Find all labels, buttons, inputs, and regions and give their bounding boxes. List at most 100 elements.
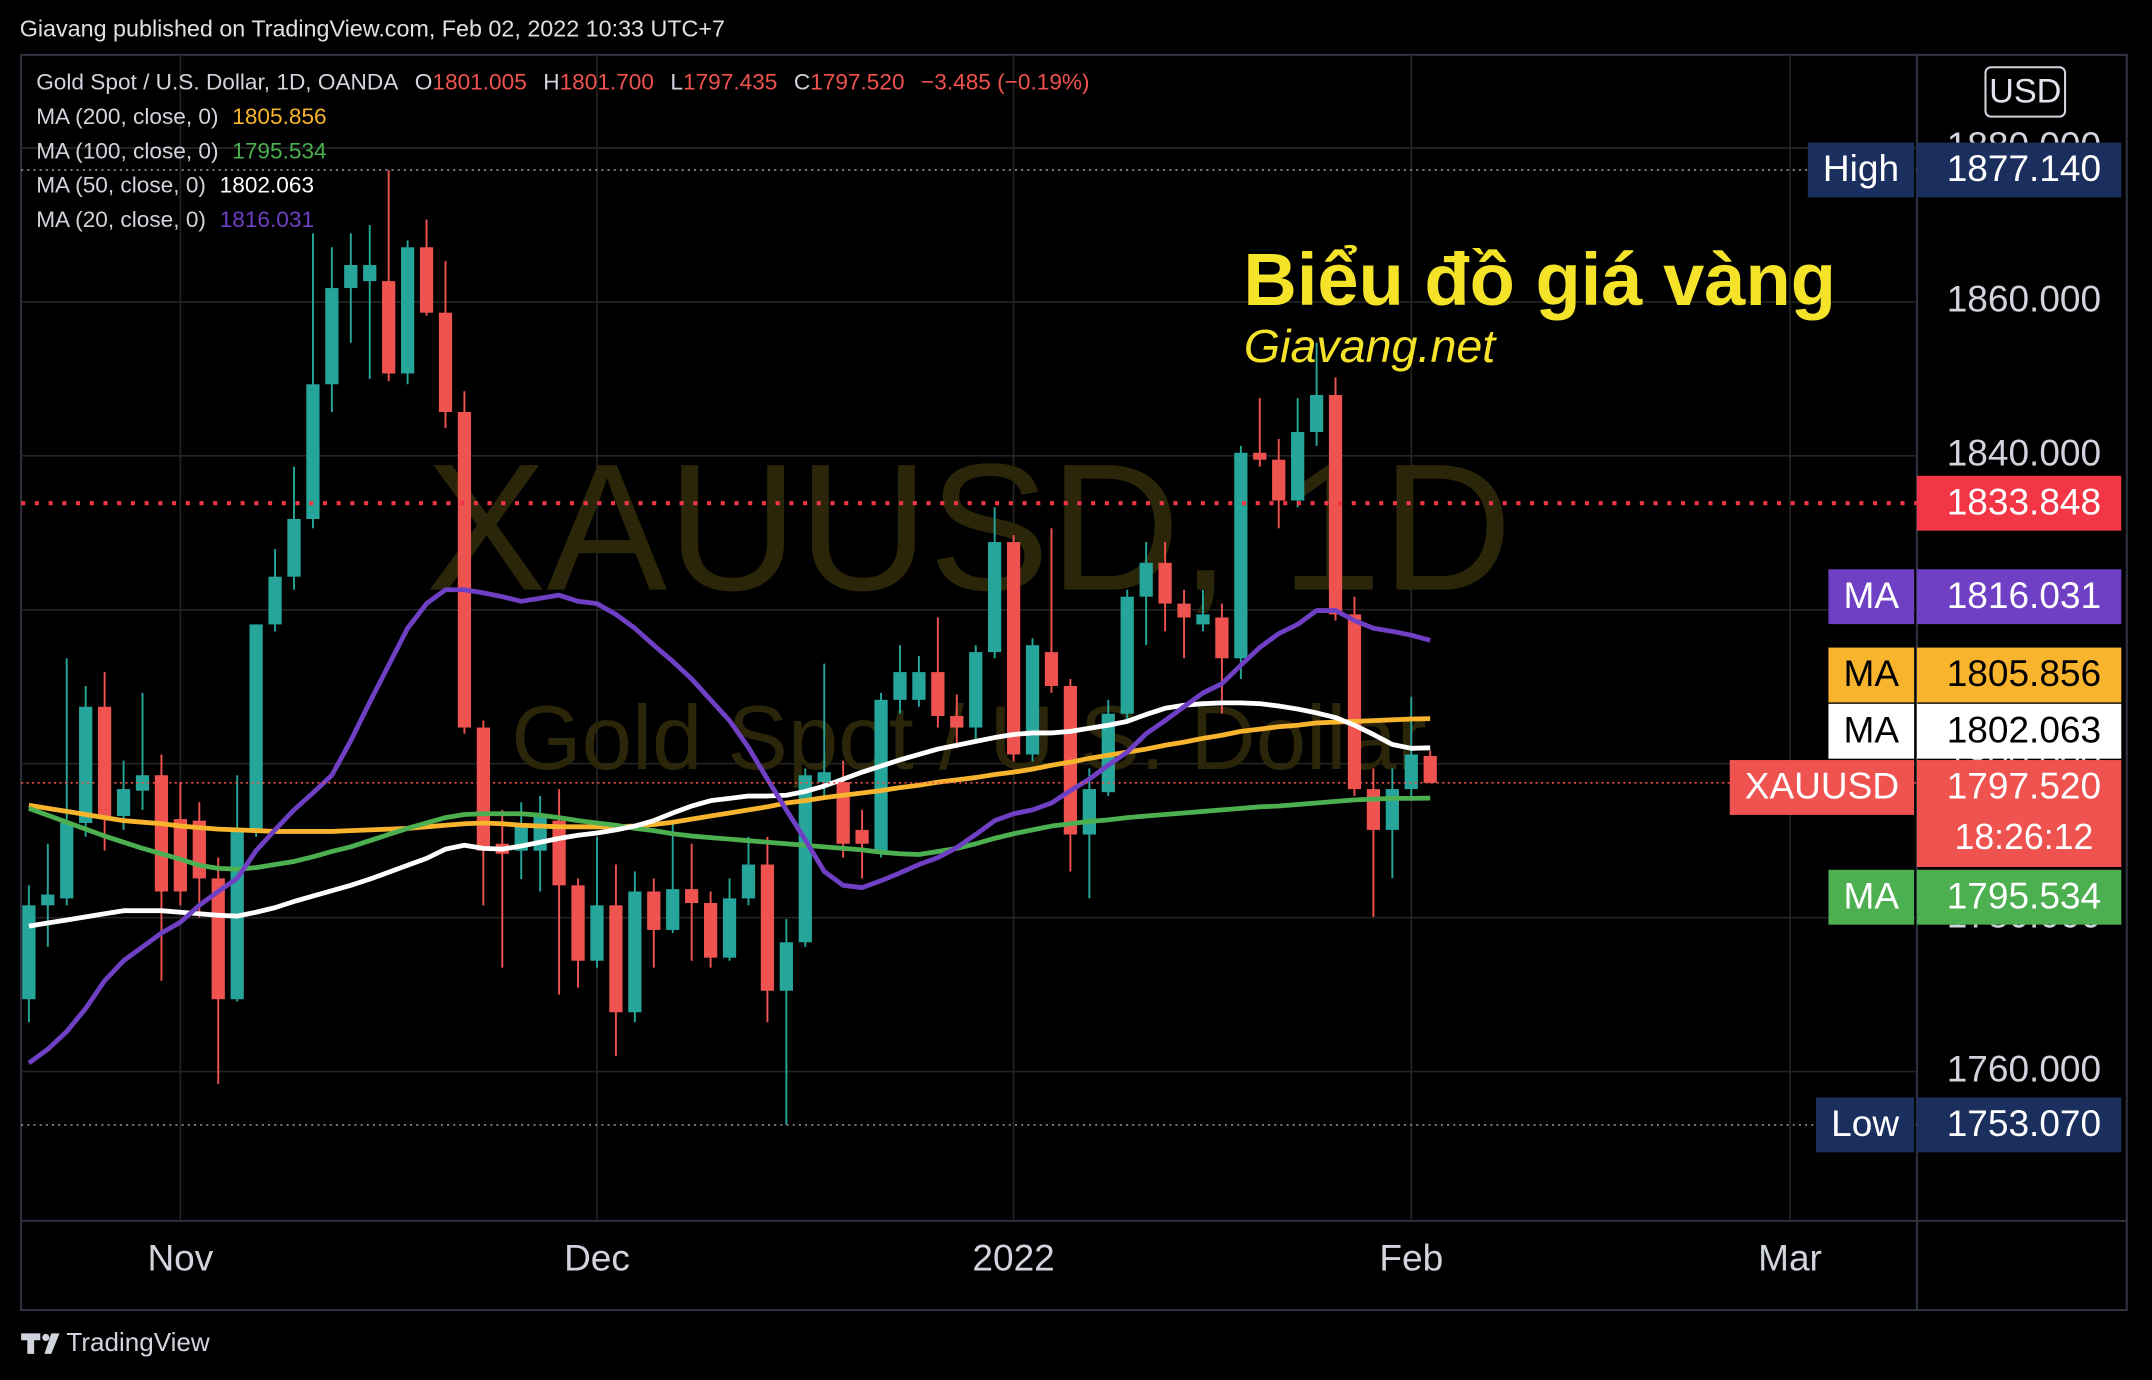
ma-name: MA (20, close, 0)	[36, 207, 206, 232]
candle-body	[685, 889, 699, 904]
ma-value: 1802.063	[220, 173, 314, 198]
ohlc-value: 1797.435	[683, 70, 777, 95]
candle-body	[552, 820, 566, 886]
overlay-subtitle: Giavang.net	[1244, 320, 1497, 372]
price-label-box	[1916, 869, 2122, 925]
candle-body	[1328, 395, 1343, 615]
price-label-tag	[1828, 569, 1915, 625]
x-tick-label: Feb	[1379, 1236, 1443, 1278]
currency-button-frame[interactable]	[1984, 66, 2067, 118]
candle-body	[609, 905, 623, 1013]
ma-value: 1816.031	[220, 207, 314, 232]
chart-frame	[20, 53, 2128, 1312]
candle-body	[249, 624, 263, 830]
price-label-tag	[1816, 1097, 1915, 1153]
watermark-symbol: XAUUSD, 1D	[426, 427, 1513, 629]
price-label-value: 1877.140	[1947, 147, 2101, 189]
x-tick-label: 2022	[972, 1236, 1054, 1278]
candle-body	[1044, 652, 1059, 686]
candle-body	[1423, 755, 1437, 783]
candle-body	[779, 942, 793, 991]
ohlc-value: 1797.520	[810, 70, 904, 95]
price-label-value: 1795.534	[1947, 874, 2101, 916]
candle-body	[22, 905, 36, 1000]
candle-body	[60, 822, 74, 899]
candle-body	[116, 789, 131, 817]
price-label-name: MA	[1844, 574, 1900, 616]
brand-logo: TradingView	[21, 1327, 210, 1357]
candle-body	[817, 772, 831, 783]
brand-name: TradingView	[66, 1327, 210, 1357]
candle-body	[855, 829, 869, 844]
price-label-box	[1916, 1097, 2122, 1153]
logo-dot	[42, 1333, 50, 1342]
candle-body	[1347, 614, 1362, 790]
candle-body	[893, 672, 907, 700]
candle-body	[344, 264, 358, 289]
price-label-box	[1916, 703, 2122, 759]
overlay-title: Biểu đồ giá vàng	[1243, 238, 1836, 321]
ma-name: MA (50, close, 0)	[36, 173, 206, 198]
candle-body	[97, 706, 112, 817]
candle-body	[154, 775, 169, 892]
price-label-box	[1916, 569, 2122, 625]
price-label-tag	[1807, 142, 1915, 198]
ohlc-legend: Gold Spot / U.S. Dollar, 1D, OANDA O1801.…	[36, 70, 1089, 95]
candle-body	[703, 903, 718, 958]
price-lines	[21, 169, 1917, 1126]
ma-legend: MA (100, close, 0) 1795.534	[36, 138, 326, 163]
candle-body	[1309, 395, 1324, 432]
currency-label[interactable]: USD	[1989, 72, 2061, 110]
logo-shape	[44, 1333, 60, 1354]
candle-body	[571, 885, 585, 961]
candle-body	[1139, 562, 1153, 597]
price-label-name: XAUUSD	[1745, 765, 1899, 807]
candle-body	[382, 281, 396, 374]
moving-average-line	[27, 587, 1431, 1066]
price-label-tag	[1828, 869, 1915, 925]
candle-body	[647, 891, 661, 930]
candle-body	[1025, 645, 1040, 755]
candle-body	[1082, 789, 1096, 835]
price-label-name: Low	[1831, 1102, 1899, 1144]
candle-body	[1196, 614, 1210, 625]
alert-label-value: 1833.848	[1947, 480, 2101, 522]
candle-body	[1006, 542, 1021, 755]
ohlc-key: H	[543, 70, 559, 95]
y-tick-label: 1760.000	[1947, 1047, 2101, 1089]
candle-body	[419, 247, 434, 313]
candle-body	[79, 706, 93, 823]
legend: Gold Spot / U.S. Dollar, 1D, OANDA O1801.…	[36, 70, 1089, 232]
currency-button[interactable]: USD	[1984, 66, 2067, 118]
y-tick-label: 1840.000	[1947, 432, 2101, 474]
candle-body	[912, 672, 926, 700]
candle-body	[438, 312, 453, 412]
candle-body	[287, 518, 301, 577]
candle-body	[1366, 789, 1381, 830]
candle-body	[1158, 562, 1172, 604]
change-value: −3.485 (−0.19%)	[921, 70, 1090, 95]
price-label-value: 1805.856	[1947, 652, 2101, 694]
candle-body	[666, 889, 680, 930]
ma-name: MA (100, close, 0)	[36, 138, 218, 163]
candle-body	[1234, 452, 1248, 659]
candle-body	[1120, 596, 1134, 714]
candle-body	[41, 894, 55, 906]
price-label-value: 1802.063	[1947, 708, 2101, 750]
candle-body	[400, 247, 415, 374]
ohlc-key: C	[794, 70, 810, 95]
moving-averages	[27, 587, 1431, 1066]
moving-average-line	[28, 700, 1431, 929]
candle-body	[1215, 617, 1229, 659]
ma-legend: MA (200, close, 0) 1805.856	[36, 104, 326, 129]
candle-body	[760, 864, 775, 991]
ohlc-value: 1801.005	[432, 70, 526, 95]
candle-body	[211, 878, 225, 1000]
candle-body	[836, 782, 850, 844]
price-label-name: MA	[1844, 652, 1900, 694]
ohlc-key: L	[670, 70, 683, 95]
countdown: 18:26:12	[1954, 817, 2093, 857]
candle-body	[1385, 789, 1399, 830]
